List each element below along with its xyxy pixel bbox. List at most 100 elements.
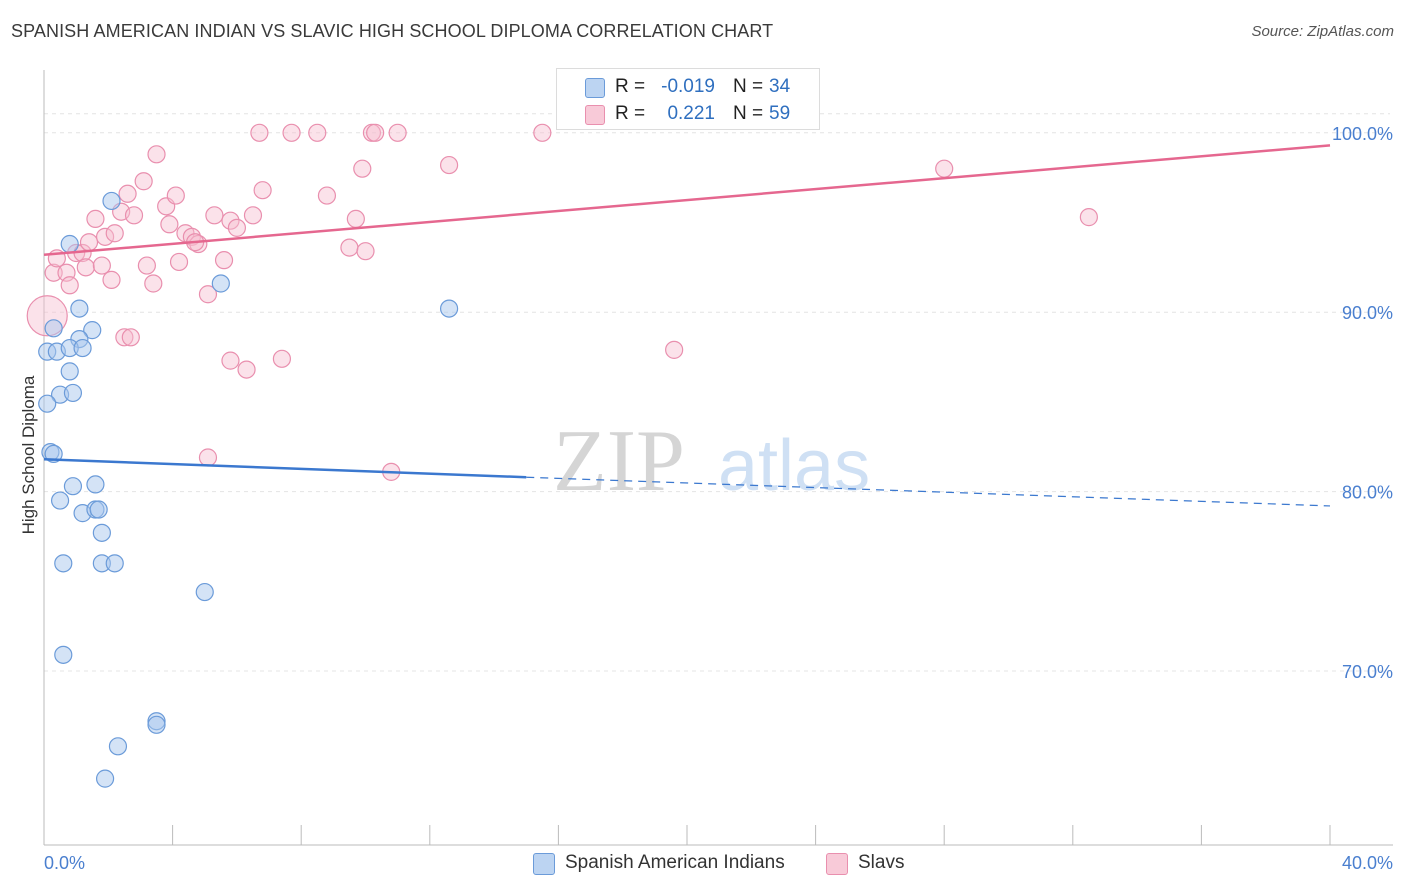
legend-r-label: R = <box>615 76 646 97</box>
point-slavs <box>308 123 327 142</box>
legend-n-value: 59 <box>769 103 791 124</box>
watermark: ZIP atlas <box>553 413 870 510</box>
point-slavs <box>533 123 552 142</box>
point-spanish-american-indians <box>54 554 73 573</box>
point-spanish-american-indians <box>92 523 111 542</box>
point-spanish-american-indians <box>63 477 83 496</box>
point-spanish-american-indians <box>44 319 63 338</box>
legend-r-value: 0.221 <box>667 103 715 124</box>
point-slavs <box>169 252 189 272</box>
point-slavs <box>227 218 246 237</box>
point-spanish-american-indians <box>102 191 121 211</box>
point-slavs <box>44 263 63 282</box>
y-tick-labels: 70.0% 80.0% 90.0% 100.0% <box>1332 124 1393 682</box>
point-slavs <box>198 285 218 304</box>
point-slavs <box>79 233 99 252</box>
point-spanish-american-indians <box>50 491 70 510</box>
point-slavs <box>92 256 111 275</box>
trend-lines <box>43 144 1331 507</box>
point-slavs <box>439 155 459 175</box>
point-slavs <box>189 234 208 254</box>
point-spanish-american-indians <box>73 338 92 358</box>
legend-n-label: N = <box>733 103 764 124</box>
x-tick-label: 40.0% <box>1342 853 1393 873</box>
y-tick-label: 80.0% <box>1342 483 1393 503</box>
x-tick-labels: 0.0% 40.0% <box>44 853 1393 873</box>
point-spanish-american-indians <box>89 500 108 519</box>
point-slavs <box>124 206 144 225</box>
legend-swatch-pink <box>585 105 605 125</box>
point-slavs <box>353 159 372 178</box>
point-slavs <box>237 360 256 379</box>
source-label: Source: ZipAtlas.com <box>1251 23 1394 40</box>
y-axis-title: High School Diploma <box>19 375 38 534</box>
point-slavs <box>388 123 407 142</box>
point-slavs <box>221 351 240 370</box>
y-tick-label: 70.0% <box>1342 662 1393 682</box>
correlation-legend: R = -0.019 N = 34 R = 0.221 N = 59 <box>556 68 820 130</box>
point-slavs <box>340 238 359 257</box>
point-slavs <box>317 186 337 205</box>
point-slavs <box>214 251 234 270</box>
point-slavs <box>665 340 684 359</box>
point-spanish-american-indians <box>86 475 105 494</box>
legend-r-value: -0.019 <box>661 76 715 97</box>
point-slavs <box>144 274 163 293</box>
legend-swatch-pink <box>826 853 848 875</box>
point-slavs <box>147 145 166 164</box>
point-slavs <box>282 123 301 142</box>
legend-series-name: Spanish American Indians <box>565 852 785 873</box>
point-spanish-american-indians <box>211 274 230 293</box>
point-slavs <box>243 206 263 225</box>
point-slavs <box>253 181 272 200</box>
legend-series-name: Slavs <box>858 852 905 873</box>
trend-line-spanish-american-indians <box>43 458 527 479</box>
legend-r-label: R = <box>615 103 646 124</box>
point-spanish-american-indians <box>44 444 63 464</box>
point-slavs <box>1079 208 1098 227</box>
legend-swatch-blue <box>533 853 555 875</box>
point-slavs <box>102 270 121 289</box>
point-slavs <box>272 349 292 368</box>
point-slavs <box>137 256 156 275</box>
point-slavs <box>118 184 137 203</box>
x-tick-label: 0.0% <box>44 853 85 873</box>
point-slavs <box>356 242 375 261</box>
point-slavs <box>115 328 134 347</box>
point-slavs <box>166 186 185 205</box>
point-slavs <box>250 123 269 142</box>
legend-n-label: N = <box>733 76 764 97</box>
watermark-zip: ZIP <box>553 413 685 510</box>
point-spanish-american-indians <box>105 554 124 573</box>
point-slavs <box>205 206 224 225</box>
point-slavs <box>160 215 179 234</box>
series-spanish-american-indians-points <box>38 191 459 788</box>
point-slavs <box>221 211 240 230</box>
legend-n-value: 34 <box>769 76 791 97</box>
point-spanish-american-indians <box>95 769 115 788</box>
trend-line-slavs <box>43 144 1331 257</box>
point-slavs <box>198 448 218 467</box>
point-spanish-american-indians <box>38 394 57 413</box>
point-spanish-american-indians <box>439 299 459 318</box>
point-slavs <box>86 209 105 229</box>
point-spanish-american-indians <box>54 645 73 664</box>
point-spanish-american-indians <box>195 582 214 602</box>
legend-swatch-blue <box>585 78 605 98</box>
point-spanish-american-indians <box>70 299 89 318</box>
point-spanish-american-indians <box>60 362 79 381</box>
chart-title: SPANISH AMERICAN INDIAN VS SLAVIC HIGH S… <box>11 21 774 41</box>
watermark-atlas: atlas <box>718 426 870 506</box>
legend-row-pink: R = 0.221 N = 59 <box>557 101 819 127</box>
point-spanish-american-indians <box>147 715 166 734</box>
point-slavs <box>76 258 95 277</box>
point-slavs <box>105 224 124 243</box>
point-slavs <box>95 227 115 246</box>
point-slavs <box>134 172 153 191</box>
point-slavs <box>60 276 79 295</box>
point-spanish-american-indians <box>83 321 102 340</box>
point-slavs <box>935 159 954 178</box>
point-slavs <box>366 123 385 142</box>
point-spanish-american-indians <box>108 737 128 756</box>
point-slavs <box>346 209 365 229</box>
